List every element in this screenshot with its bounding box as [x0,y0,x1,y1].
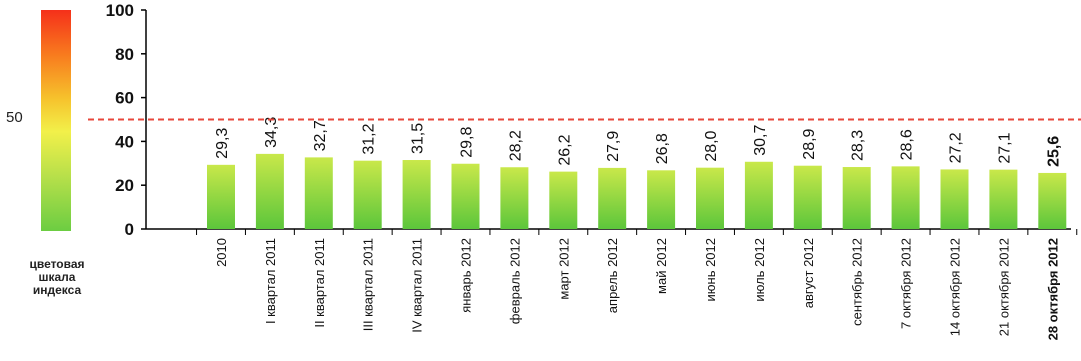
bar [892,166,920,229]
bar [207,165,235,229]
bar [647,170,675,229]
bar [745,162,773,229]
data-label: 28,6 [899,129,916,160]
x-tick-label: март 2012 [556,238,571,300]
data-label: 31,5 [410,123,427,154]
y-tick-label: 80 [115,45,134,64]
bar [843,167,871,229]
x-tick-label: июль 2012 [752,238,767,302]
data-label: 28,3 [850,130,867,161]
y-tick-label: 100 [106,1,134,20]
x-tick-label: август 2012 [801,238,816,308]
data-label: 27,2 [948,132,965,163]
bar [354,161,382,229]
data-label: 31,2 [361,123,378,154]
bar [256,154,284,229]
x-tick-label: 21 октября 2012 [996,238,1011,336]
y-tick-label: 40 [115,132,134,151]
y-tick-label: 60 [115,89,134,108]
data-label: 30,7 [752,125,769,156]
data-label: 28,9 [801,128,818,159]
y-tick-label: 20 [115,176,134,195]
bar [1038,173,1066,229]
x-tick-label: июнь 2012 [703,238,718,302]
x-tick-label: май 2012 [654,238,669,294]
x-tick-label: II квартал 2011 [312,238,327,328]
bar [403,160,431,229]
bar [305,157,333,229]
x-tick-label: I квартал 2011 [263,238,278,324]
data-label: 26,2 [556,134,573,165]
x-tick-label: III квартал 2011 [361,238,376,331]
y-tick-label: 0 [125,220,134,239]
bar [549,172,577,229]
x-tick-label: апрель 2012 [605,238,620,313]
x-tick-label: январь 2012 [459,238,474,313]
data-label: 28,2 [507,130,524,161]
bar [452,164,480,229]
data-label: 29,8 [459,126,476,157]
x-tick-label: сентябрь 2012 [850,238,865,326]
data-label: 27,1 [996,132,1013,163]
data-label: 27,9 [605,131,622,162]
data-label: 32,7 [312,120,329,151]
x-tick-label: февраль 2012 [507,238,522,324]
data-label: 29,3 [214,128,231,159]
x-tick-label: 7 октября 2012 [899,238,914,329]
x-tick-label: 2010 [214,238,229,267]
data-label: 34,3 [263,117,280,148]
data-label: 25,6 [1045,136,1062,167]
bar [989,170,1017,229]
bar [696,168,724,229]
bar [941,169,969,229]
bar [500,167,528,229]
bar [794,166,822,229]
x-tick-label: 14 октября 2012 [948,238,963,336]
data-label: 28,0 [703,130,720,161]
x-tick-label: 28 октября 2012 [1045,238,1060,340]
data-label: 26,8 [654,133,671,164]
x-tick-label: IV квартал 2011 [410,238,425,333]
bar [598,168,626,229]
